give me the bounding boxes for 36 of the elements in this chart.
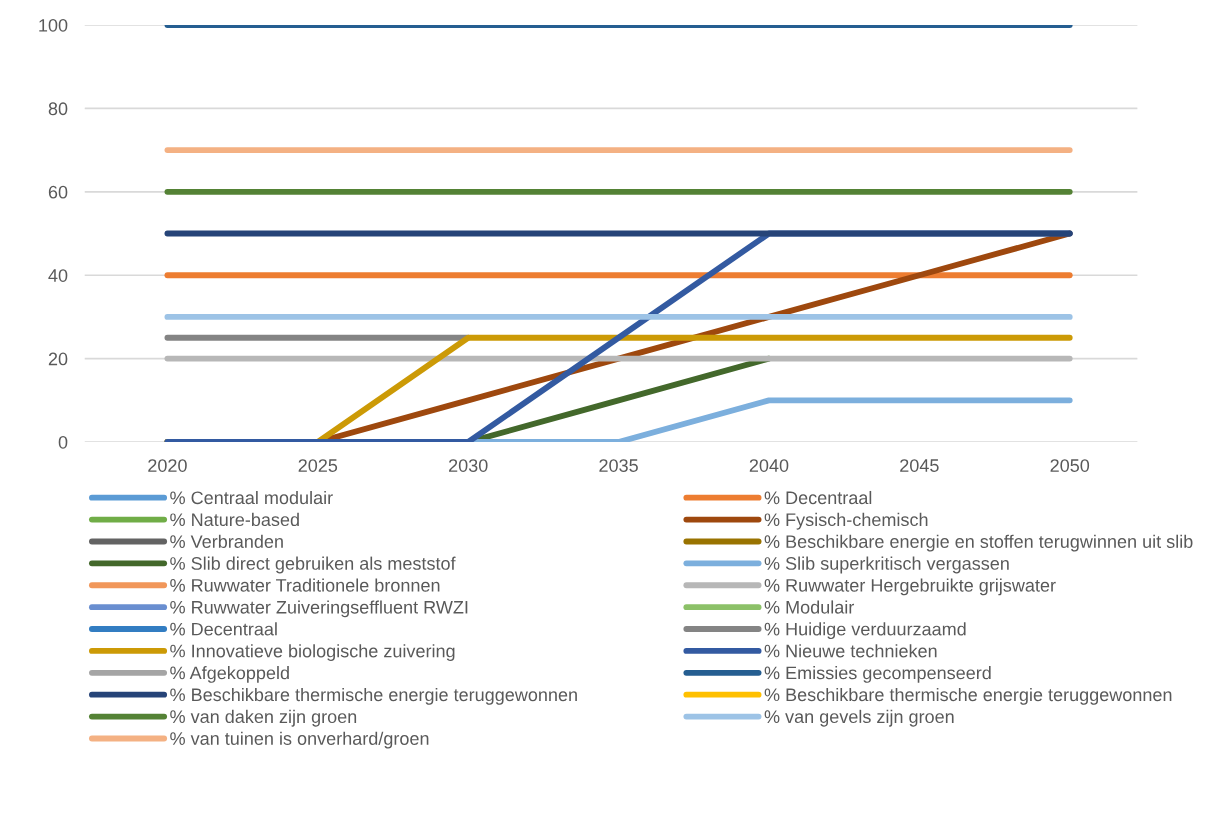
legend-label: % Emissies gecompenseerd (764, 666, 991, 683)
x-tick-label: 2040 (749, 459, 789, 472)
y-tick-label: 60 (48, 185, 68, 199)
x-tick-label: 2050 (1050, 459, 1090, 472)
x-tick-label: 2045 (900, 459, 939, 472)
legend-label: % Beschikbare thermische energie teruggewonnen (170, 687, 577, 705)
legend-label: % Nieuwe technieken (764, 644, 937, 658)
legend-label: % Verbranden (170, 534, 283, 548)
legend-label: % Afgekoppeld (170, 666, 289, 683)
legend-label: % Decentraal (764, 490, 872, 505)
y-tick-label: 80 (48, 102, 68, 116)
legend-label: % Centraal modulair (170, 490, 333, 505)
legend-label: % Decentraal (170, 622, 277, 636)
legend-label: % Innovatieve biologische zuivering (170, 644, 455, 661)
x-tick-label: 2030 (449, 459, 488, 472)
y-tick-label: 0 (58, 435, 68, 449)
legend-label: % Slib superkritisch vergassen (764, 556, 1009, 574)
legend-label: % Ruwwater Traditionele bronnen (170, 578, 440, 592)
y-tick-label: 40 (48, 269, 68, 282)
x-tick-label: 2035 (599, 459, 638, 472)
legend-label: % Slib direct gebruiken als meststof (170, 556, 456, 574)
x-tick-label: 2020 (148, 459, 187, 472)
legend-label: % van daken zijn groen (170, 709, 357, 727)
legend-label: % Beschikbare energie en stoffen terugwinnen uit slib (764, 534, 1193, 552)
legend-label: % Huidige verduurzaamd (764, 622, 966, 640)
legend-label: % Modulair (764, 600, 855, 614)
legend-label: % van tuinen is onverhard/groen (170, 731, 429, 749)
legend-label: % Ruwwater Hergebruikte grijswater (764, 578, 1056, 596)
legend-label: % Nature-based (170, 512, 299, 527)
legend-label: % Ruwwater Zuiveringseffluent RWZI (170, 600, 468, 618)
y-tick-label: 100 (39, 18, 68, 32)
legend-label: % van gevels zijn groen (764, 709, 954, 727)
y-tick-label: 20 (48, 352, 68, 366)
legend-label: % Beschikbare thermische energie teruggewonnen (764, 687, 1172, 705)
x-tick-label: 2025 (298, 459, 338, 472)
legend-label: % Fysisch-chemisch (764, 512, 928, 530)
